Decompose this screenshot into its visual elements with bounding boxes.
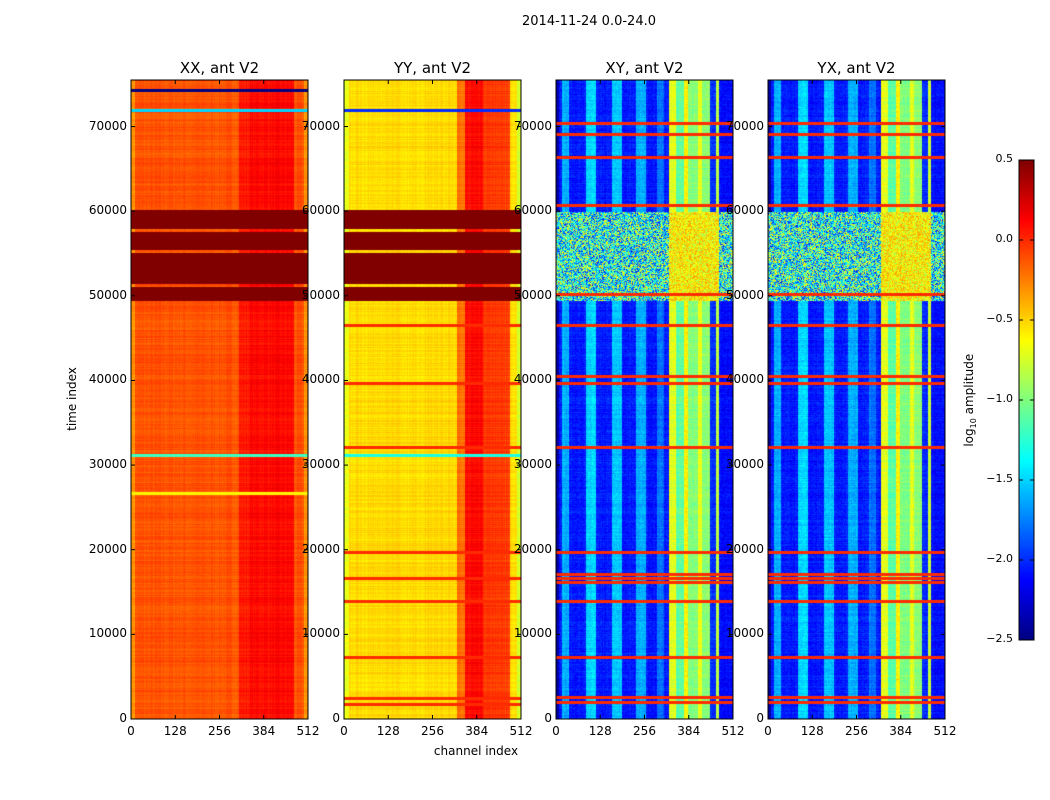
y-tick-label: 0: [756, 711, 764, 725]
x-axis-label: channel index: [433, 744, 519, 758]
heatmap-yy: [344, 80, 521, 719]
x-tick-label: 0: [764, 724, 772, 738]
y-tick-label: 30000: [725, 457, 764, 472]
y-tick-label: 70000: [301, 118, 340, 133]
colorbar-tick-label: −0.5: [986, 312, 1013, 325]
y-tick-label: 10000: [725, 626, 764, 641]
y-tick-label: 40000: [725, 372, 764, 387]
panel-title: XX, ant V2: [179, 59, 260, 77]
y-tick-label: 60000: [301, 203, 340, 218]
y-tick-label: 0: [332, 711, 340, 725]
x-tick-label: 128: [376, 724, 400, 738]
y-tick-label: 60000: [725, 203, 764, 218]
colorbar-tick-label: 0.0: [995, 232, 1014, 245]
panel-frame: [767, 79, 946, 720]
x-tick-label: 512: [721, 724, 745, 738]
y-tick-label: 50000: [513, 287, 552, 302]
y-tick-label: 10000: [301, 626, 340, 641]
y-tick-label: 30000: [513, 457, 552, 472]
colorbar-tick-label: −2.5: [986, 632, 1013, 645]
panel-frame: [130, 79, 309, 720]
y-tick-label: 50000: [725, 287, 764, 302]
x-tick-label: 128: [800, 724, 824, 738]
colorbar-tick-label: −2.0: [986, 552, 1013, 565]
colorbar-tick-label: −1.0: [986, 392, 1013, 405]
y-tick-label: 40000: [88, 372, 127, 387]
x-tick-label: 512: [509, 724, 533, 738]
y-tick-label: 0: [119, 711, 127, 725]
x-tick-label: 256: [208, 724, 231, 738]
colorbar-tick-label: −1.5: [986, 472, 1013, 485]
x-tick-label: 256: [633, 724, 656, 738]
y-tick-label: 20000: [725, 541, 764, 556]
y-tick-label: 0: [544, 711, 552, 725]
y-tick-label: 20000: [88, 541, 127, 556]
colorbar: [1019, 160, 1034, 640]
y-tick-label: 40000: [301, 372, 340, 387]
x-tick-label: 256: [845, 724, 868, 738]
y-tick-label: 10000: [513, 626, 552, 641]
y-tick-label: 20000: [513, 541, 552, 556]
x-tick-label: 384: [465, 724, 489, 738]
x-tick-label: 512: [933, 724, 957, 738]
y-tick-label: 30000: [88, 457, 127, 472]
colorbar-tick-label: 0.5: [995, 152, 1014, 165]
x-tick-label: 384: [252, 724, 276, 738]
panel-frame: [555, 79, 734, 720]
x-tick-label: 0: [552, 724, 560, 738]
panel-title: YY, ant V2: [393, 59, 471, 77]
y-tick-label: 50000: [301, 287, 340, 302]
y-tick-label: 10000: [88, 626, 127, 641]
x-tick-label: 384: [677, 724, 701, 738]
heatmap-yx: [768, 80, 945, 719]
y-tick-label: 50000: [88, 287, 127, 302]
x-tick-label: 128: [588, 724, 612, 738]
x-tick-label: 128: [163, 724, 187, 738]
y-tick-label: 70000: [725, 118, 764, 133]
y-tick-label: 70000: [88, 118, 127, 133]
y-tick-label: 70000: [513, 118, 552, 133]
panel-title: XY, ant V2: [605, 59, 684, 77]
heatmap-xx: [131, 80, 308, 719]
y-tick-label: 20000: [301, 541, 340, 556]
x-tick-label: 512: [296, 724, 320, 738]
y-tick-label: 60000: [88, 203, 127, 218]
x-tick-label: 256: [421, 724, 444, 738]
panel-frame: [343, 79, 522, 720]
heatmap-xy: [556, 80, 733, 719]
x-tick-label: 0: [127, 724, 135, 738]
y-tick-label: 30000: [301, 457, 340, 472]
panel-title: YX, ant V2: [817, 59, 896, 77]
x-tick-label: 0: [340, 724, 348, 738]
figure-title: 2014-11-24 0.0-24.0: [522, 14, 656, 29]
y-tick-label: 60000: [513, 203, 552, 218]
y-tick-label: 40000: [513, 372, 552, 387]
x-tick-label: 384: [889, 724, 913, 738]
